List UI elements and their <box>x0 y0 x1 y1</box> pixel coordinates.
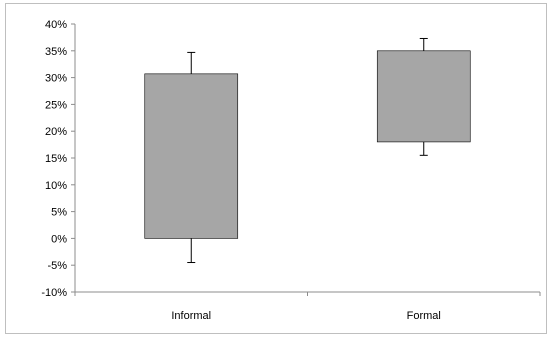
y-tick-label: 0% <box>51 233 67 245</box>
y-tick-label: -5% <box>47 260 67 272</box>
axes <box>71 23 541 296</box>
bars <box>144 50 471 239</box>
x-category-label: Informal <box>171 310 211 322</box>
range-bar-informal <box>144 73 239 239</box>
y-tick-label: 10% <box>45 180 67 192</box>
y-tick-label: 35% <box>45 46 67 58</box>
y-tick-label: 40% <box>45 19 67 31</box>
y-tick-label: 25% <box>45 99 67 111</box>
range-bar-formal <box>376 50 471 143</box>
y-tick-label: 20% <box>45 126 67 138</box>
error-bars <box>187 37 428 264</box>
y-axis-tick-labels: 40% 35% 30% 25% 20% 15% 10% 5% 0% -5% -10% <box>41 19 67 299</box>
y-tick-label: -10% <box>41 287 67 299</box>
x-axis-category-labels: Informal Formal <box>171 310 440 322</box>
y-tick-label: 30% <box>45 73 67 85</box>
y-tick-label: 15% <box>45 153 67 165</box>
x-category-label: Formal <box>407 310 441 322</box>
y-tick-label: 5% <box>51 207 67 219</box>
